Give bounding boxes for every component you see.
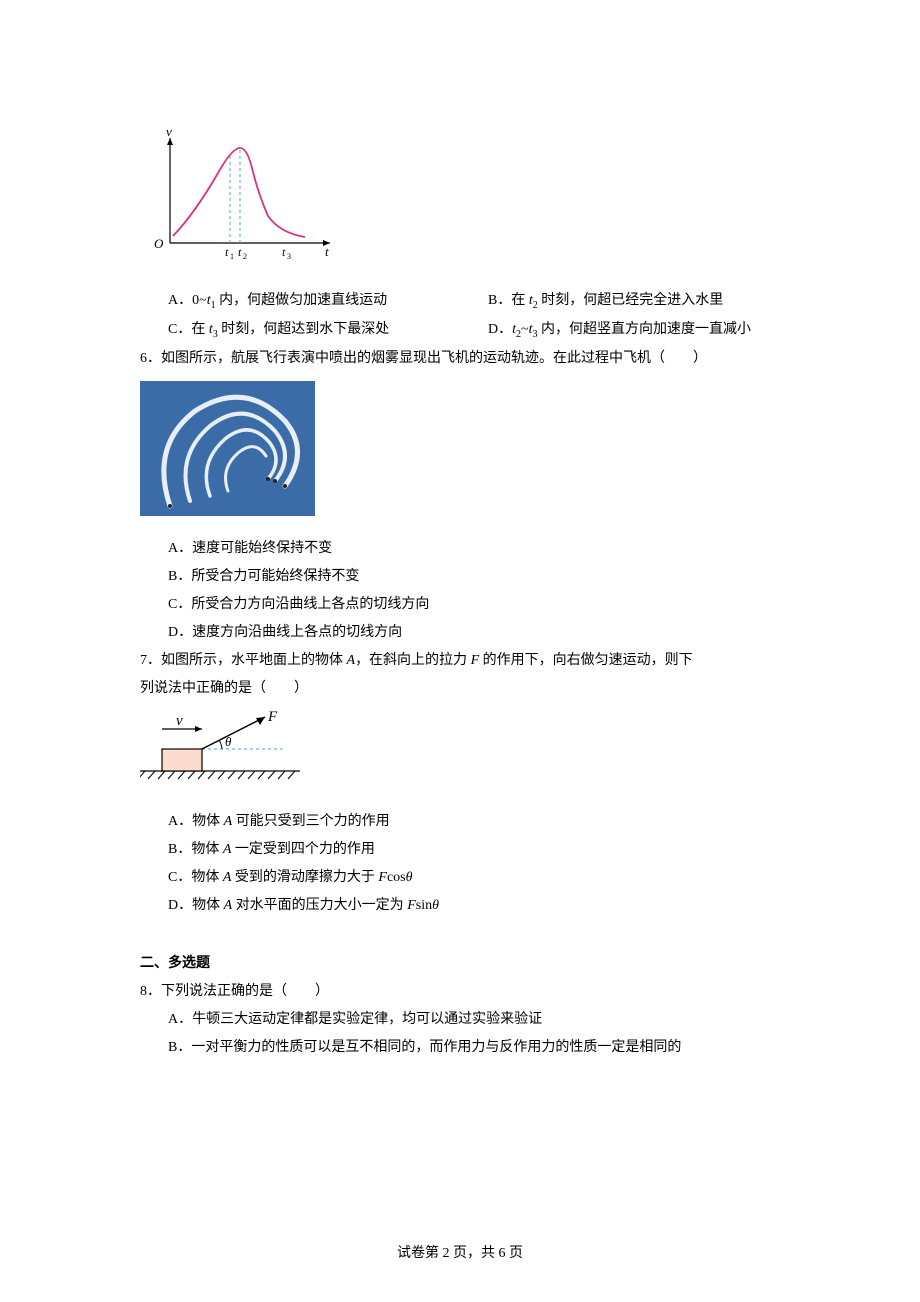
q7-option-b: B．物体 A 一定受到四个力的作用 xyxy=(140,836,780,864)
q7-options: A．物体 A 可能只受到三个力的作用 B．物体 A 一定受到四个力的作用 C．物… xyxy=(140,808,780,920)
svg-text:3: 3 xyxy=(287,252,291,261)
q5-option-a: A．0~t1 内，何超做匀加速直线运动 xyxy=(140,287,460,316)
text: 的作用下，向右做匀速运动，则下 xyxy=(479,653,693,668)
q7-stem-line2: 列说法中正确的是（ ） xyxy=(140,675,780,703)
svg-text:v: v xyxy=(166,128,172,139)
q7-stem: 7．如图所示，水平地面上的物体 A，在斜向上的拉力 F 的作用下，向右做匀速运动… xyxy=(140,647,780,675)
q8-option-a: A．牛顿三大运动定律都是实验定律，均可以通过实验来验证 xyxy=(140,1006,780,1034)
q5-option-b: B．在 t2 时刻，何超已经完全进入水里 xyxy=(460,287,780,316)
text: B．在 xyxy=(488,293,529,308)
text: 时刻，何超达到水下最深处 xyxy=(218,322,390,337)
section2-title: 二、多选题 xyxy=(140,950,780,978)
q6-image xyxy=(140,381,780,527)
var-theta: θ xyxy=(432,898,439,913)
svg-text:O: O xyxy=(154,236,164,251)
text: 时刻，何超已经完全进入水里 xyxy=(538,293,724,308)
q7-option-d: D．物体 A 对水平面的压力大小一定为 Fsinθ xyxy=(140,892,780,920)
var-F: F xyxy=(378,870,387,885)
text: 受到的滑动摩擦力大于 xyxy=(231,870,378,885)
svg-text:t: t xyxy=(325,244,329,259)
q8-options: A．牛顿三大运动定律都是实验定律，均可以通过实验来验证 B．一对平衡力的性质可以… xyxy=(140,1006,780,1062)
svg-text:t: t xyxy=(238,245,242,259)
text: ~ xyxy=(521,322,529,337)
text: C．物体 xyxy=(168,870,223,885)
q5-graph: v O t t 1 t 2 t 3 xyxy=(140,128,780,279)
q5-option-d: D．t2~t3 内，何超竖直方向加速度一直减小 xyxy=(460,316,780,345)
var-F: F xyxy=(471,653,480,668)
text: 一定受到四个力的作用 xyxy=(231,842,375,857)
var-F: F xyxy=(407,898,416,913)
svg-text:t: t xyxy=(282,245,286,259)
q5-options: A．0~t1 内，何超做匀加速直线运动 B．在 t2 时刻，何超已经完全进入水里… xyxy=(140,287,780,345)
svg-text:2: 2 xyxy=(243,252,247,261)
text: cos xyxy=(387,870,406,885)
text: B．物体 xyxy=(168,842,223,857)
svg-text:F: F xyxy=(267,711,278,725)
q6-option-a: A．速度可能始终保持不变 xyxy=(140,535,780,563)
q7-diagram: v F θ xyxy=(140,711,780,800)
svg-text:1: 1 xyxy=(230,252,234,261)
text: 内，何超做匀加速直线运动 xyxy=(216,293,388,308)
svg-text:θ: θ xyxy=(225,734,232,749)
q5-option-c: C．在 t3 时刻，何超达到水下最深处 xyxy=(140,316,460,345)
q7-option-c: C．物体 A 受到的滑动摩擦力大于 Fcosθ xyxy=(140,864,780,892)
q6-stem: 6．如图所示，航展飞行表演中喷出的烟雾显现出飞机的运动轨迹。在此过程中飞机（ ） xyxy=(140,345,780,373)
var-A: A xyxy=(347,653,356,668)
text: ，在斜向上的拉力 xyxy=(355,653,471,668)
text: C．在 xyxy=(168,322,209,337)
text: 内，何超竖直方向加速度一直减小 xyxy=(537,322,751,337)
svg-text:v: v xyxy=(176,713,183,729)
svg-text:t: t xyxy=(225,245,229,259)
q8-stem: 8．下列说法正确的是（ ） xyxy=(140,978,780,1006)
q6-option-c: C．所受合力方向沿曲线上各点的切线方向 xyxy=(140,591,780,619)
var-theta: θ xyxy=(406,870,413,885)
text: D．物体 xyxy=(168,898,224,913)
q7-option-a: A．物体 A 可能只受到三个力的作用 xyxy=(140,808,780,836)
q6-option-d: D．速度方向沿曲线上各点的切线方向 xyxy=(140,619,780,647)
text: D． xyxy=(488,322,512,337)
text: A．物体 xyxy=(168,814,224,829)
text: 7．如图所示，水平地面上的物体 xyxy=(140,653,347,668)
text: A．0~ xyxy=(168,293,207,308)
page-footer: 试卷第 2 页，共 6 页 xyxy=(0,1242,920,1262)
var-A: A xyxy=(224,814,233,829)
text: 可能只受到三个力的作用 xyxy=(232,814,390,829)
text: sin xyxy=(416,898,432,913)
q6-option-b: B．所受合力可能始终保持不变 xyxy=(140,563,780,591)
text: 6．如图所示，航展飞行表演中喷出的烟雾显现出飞机的运动轨迹。在此过程中飞机（ ） xyxy=(140,351,707,366)
text: 对水平面的压力大小一定为 xyxy=(232,898,407,913)
q6-options: A．速度可能始终保持不变 B．所受合力可能始终保持不变 C．所受合力方向沿曲线上… xyxy=(140,535,780,647)
var-A: A xyxy=(224,898,233,913)
q8-option-b: B．一对平衡力的性质可以是互不相同的，而作用力与反作用力的性质一定是相同的 xyxy=(140,1034,780,1062)
